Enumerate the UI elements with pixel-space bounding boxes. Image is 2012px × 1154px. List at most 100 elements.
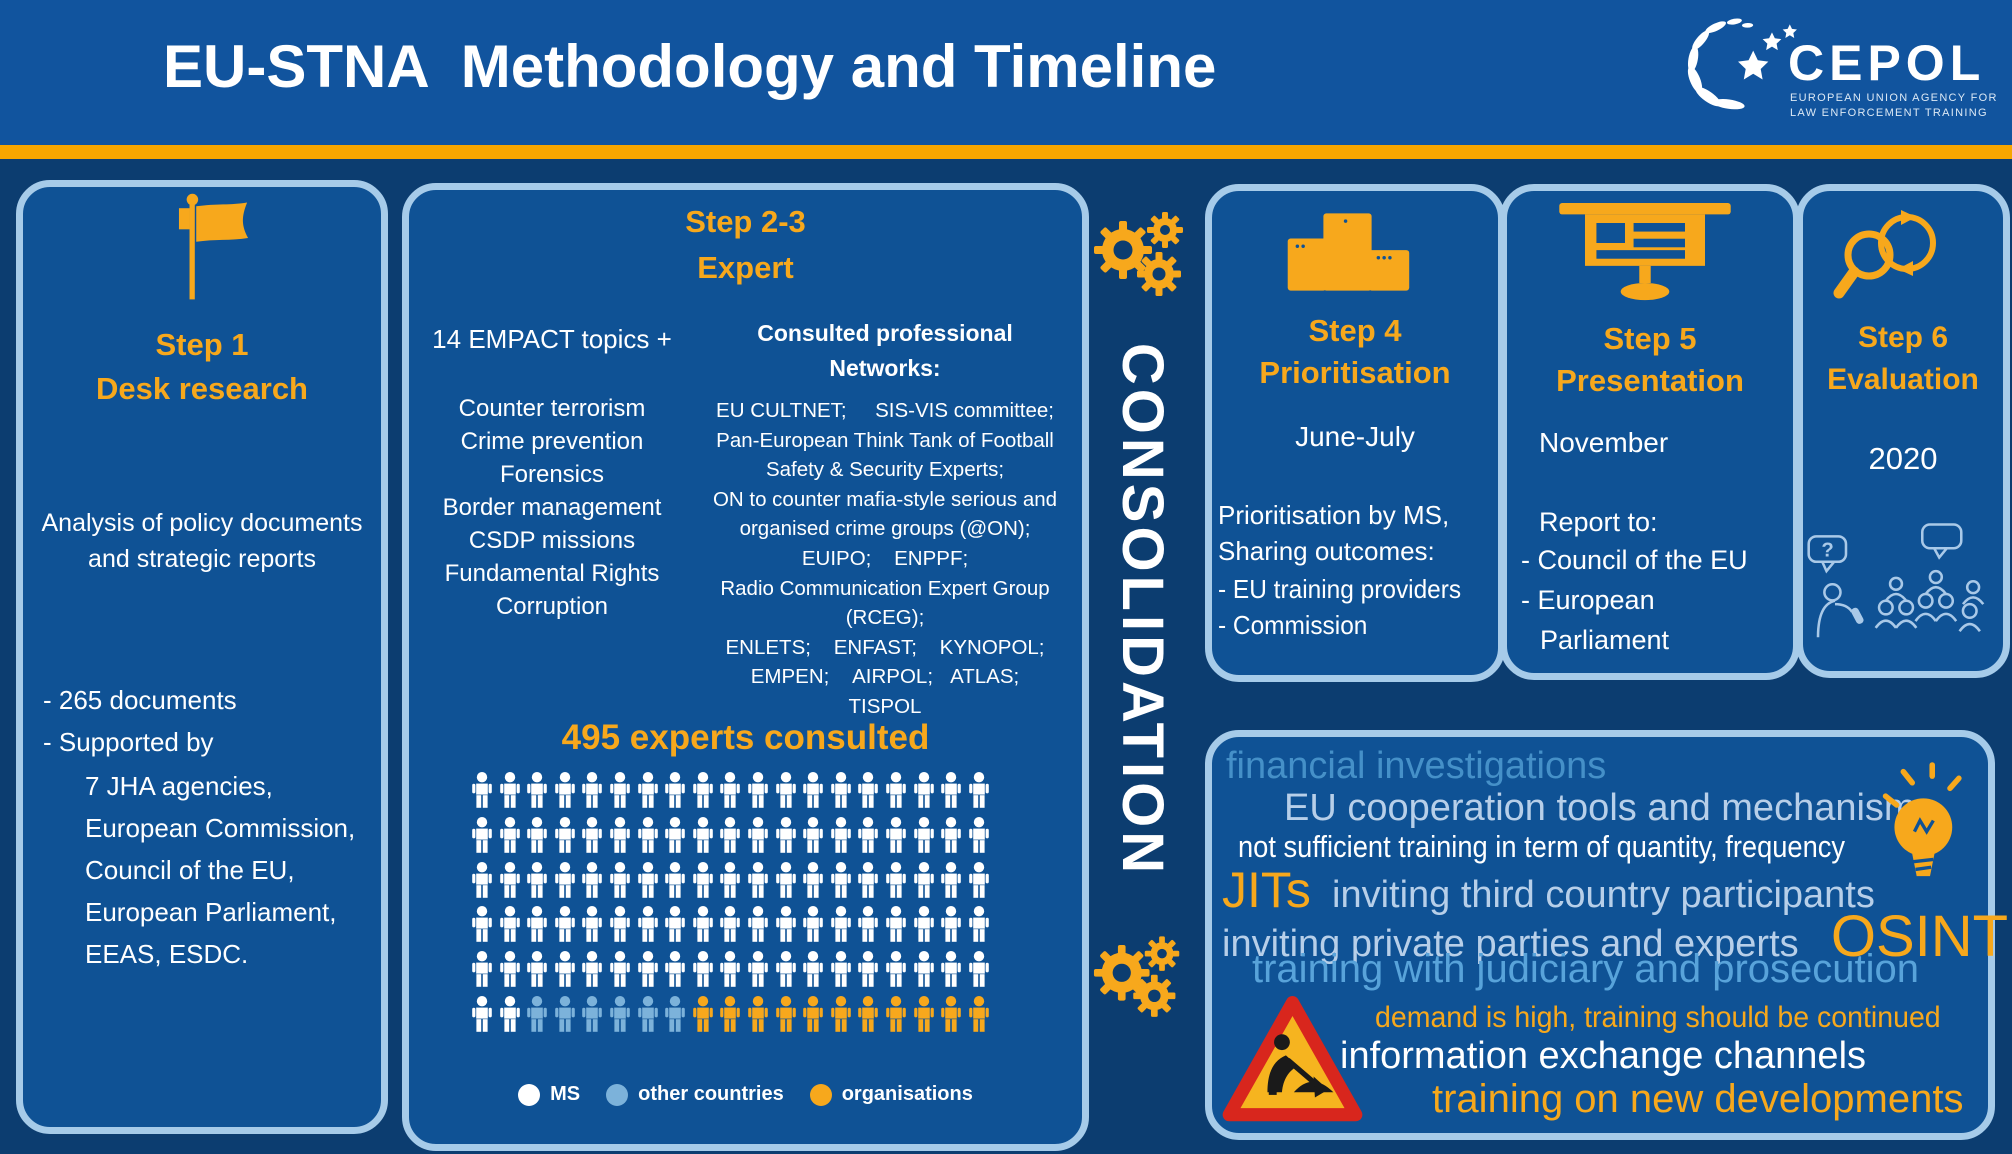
step6-label: Step 6	[1857, 321, 1949, 354]
wordcloud-line: inviting private parties and experts OSI…	[1222, 903, 2008, 970]
person-pictogram	[801, 951, 825, 988]
person-pictogram	[718, 996, 742, 1033]
person-pictogram	[967, 906, 991, 943]
wordcloud-line: JITs inviting third country participants	[1222, 861, 1875, 919]
empact-topics-list: Counter terrorism Crime prevention Forensi…	[409, 392, 695, 623]
person-pictogram	[829, 862, 853, 899]
logo-subtitle-2: LAW ENFORCEMENT TRAINING	[1790, 107, 1988, 119]
step1-description-2: and strategic reports	[88, 545, 316, 573]
person-pictogram	[580, 772, 604, 809]
panel-step5: Step 5 Presentation November Report to: …	[1500, 184, 1800, 680]
legend-dot-org	[809, 1083, 832, 1106]
wordcloud-word: demand is high, training should be conti…	[1375, 1001, 1941, 1034]
person-pictogram	[608, 772, 632, 809]
person-pictogram	[746, 996, 770, 1033]
person-pictogram	[608, 862, 632, 899]
person-pictogram	[498, 862, 522, 899]
wordcloud-word: inviting third country participants	[1310, 874, 1875, 916]
network-item: EU CULTNET; SIS-VIS committee;	[716, 399, 1054, 422]
topic-item: Fundamental Rights	[444, 560, 660, 587]
person-pictogram	[470, 951, 494, 988]
experts-pictogram	[470, 772, 1000, 1037]
network-item: Radio Communication Expert Group	[720, 576, 1050, 600]
person-pictogram	[801, 817, 825, 854]
person-pictogram	[498, 817, 522, 854]
lightbulb-icon	[1882, 762, 1962, 877]
network-item: organised crime groups (@ON);	[739, 517, 1031, 541]
step4-label: Step 4	[1308, 313, 1402, 348]
step6-period: 2020	[1868, 441, 1938, 476]
panel-findings: financial investigations EU cooperation t…	[1205, 730, 2008, 1140]
person-pictogram	[580, 996, 604, 1033]
person-pictogram	[939, 906, 963, 943]
page-title: EU-STNA Methodology and Timeline	[163, 33, 1217, 100]
network-item: EMPEN; AIRPOL; ATLAS;	[750, 665, 1020, 689]
person-pictogram	[884, 772, 908, 809]
wordcloud-word: training with judiciary and prosecution	[1252, 947, 1920, 991]
person-pictogram	[746, 906, 770, 943]
networks-list: EU CULTNET; SIS-VIS committee; Pan-Europe…	[709, 396, 1061, 722]
step1-label: Step 1	[155, 327, 249, 362]
person-pictogram	[663, 906, 687, 943]
step5-bullet-1: - Council of the EU	[1521, 545, 1748, 575]
step4-period: June-July	[1295, 421, 1415, 452]
person-pictogram	[608, 951, 632, 988]
person-pictogram	[553, 862, 577, 899]
person-pictogram	[718, 906, 742, 943]
person-pictogram	[774, 772, 798, 809]
step1-bullet-2: - Supported by	[43, 727, 214, 757]
wordcloud-word: EU cooperation tools and mechanisms	[1284, 787, 1935, 829]
networks-header-1: Consulted professional	[757, 320, 1013, 346]
panel-step6: Step 6 Evaluation 2020 ?	[1796, 184, 2010, 678]
magnifier-refresh-icon	[1833, 210, 1936, 299]
step4-lines: Prioritisation by MS, Sharing outcomes:	[1218, 497, 1449, 569]
person-pictogram	[967, 862, 991, 899]
wordcloud-line: demand is high, training should be conti…	[1375, 1001, 1970, 1035]
person-pictogram	[884, 996, 908, 1033]
topic-item: CSDP missions	[468, 527, 636, 554]
person-pictogram	[691, 817, 715, 854]
s1-sub: Council of the EU,	[85, 855, 295, 885]
topic-item: Counter terrorism	[458, 395, 646, 422]
presentation-board-icon	[1559, 203, 1731, 301]
person-pictogram	[691, 772, 715, 809]
wordcloud-word: information exchange channels	[1340, 1035, 1867, 1077]
divider-bar	[0, 145, 2012, 159]
legend-dot-other	[606, 1083, 629, 1106]
person-pictogram	[801, 996, 825, 1033]
wordcloud-word: financial investigations	[1226, 745, 1607, 787]
person-pictogram	[939, 817, 963, 854]
person-pictogram	[829, 772, 853, 809]
person-pictogram	[774, 996, 798, 1033]
legend-label: organisations	[841, 1083, 973, 1105]
person-pictogram	[884, 862, 908, 899]
panel-step4: Step 4 Prioritisation June-July Prioriti…	[1205, 184, 1505, 682]
step5-label: Step 5	[1603, 321, 1697, 356]
person-pictogram	[470, 862, 494, 899]
person-pictogram	[912, 862, 936, 899]
person-pictogram	[525, 906, 549, 943]
step5-bullet-2a: - European	[1521, 585, 1655, 615]
person-pictogram	[774, 817, 798, 854]
wordcloud-lines: financial investigations EU cooperation t…	[1212, 737, 2008, 1133]
wordcloud-word: inviting private parties and experts	[1222, 923, 1799, 965]
wordcloud-line: EU cooperation tools and mechanisms	[1284, 787, 1935, 830]
person-pictogram	[856, 817, 880, 854]
person-pictogram	[636, 862, 660, 899]
person-pictogram	[829, 996, 853, 1033]
flag-icon	[178, 193, 249, 300]
person-pictogram	[470, 817, 494, 854]
podium-icon	[1287, 213, 1410, 291]
person-pictogram	[636, 817, 660, 854]
person-pictogram	[774, 862, 798, 899]
logo-subtitle-1: EUROPEAN UNION AGENCY FOR	[1790, 92, 1998, 104]
step1-name: Desk research	[96, 371, 308, 406]
person-pictogram	[967, 817, 991, 854]
person-pictogram	[912, 817, 936, 854]
person-pictogram	[829, 906, 853, 943]
legend-item: other countries	[606, 1083, 784, 1106]
person-pictogram	[608, 996, 632, 1033]
person-pictogram	[939, 862, 963, 899]
person-pictogram	[746, 772, 770, 809]
network-item: (RCEG);	[845, 606, 925, 630]
